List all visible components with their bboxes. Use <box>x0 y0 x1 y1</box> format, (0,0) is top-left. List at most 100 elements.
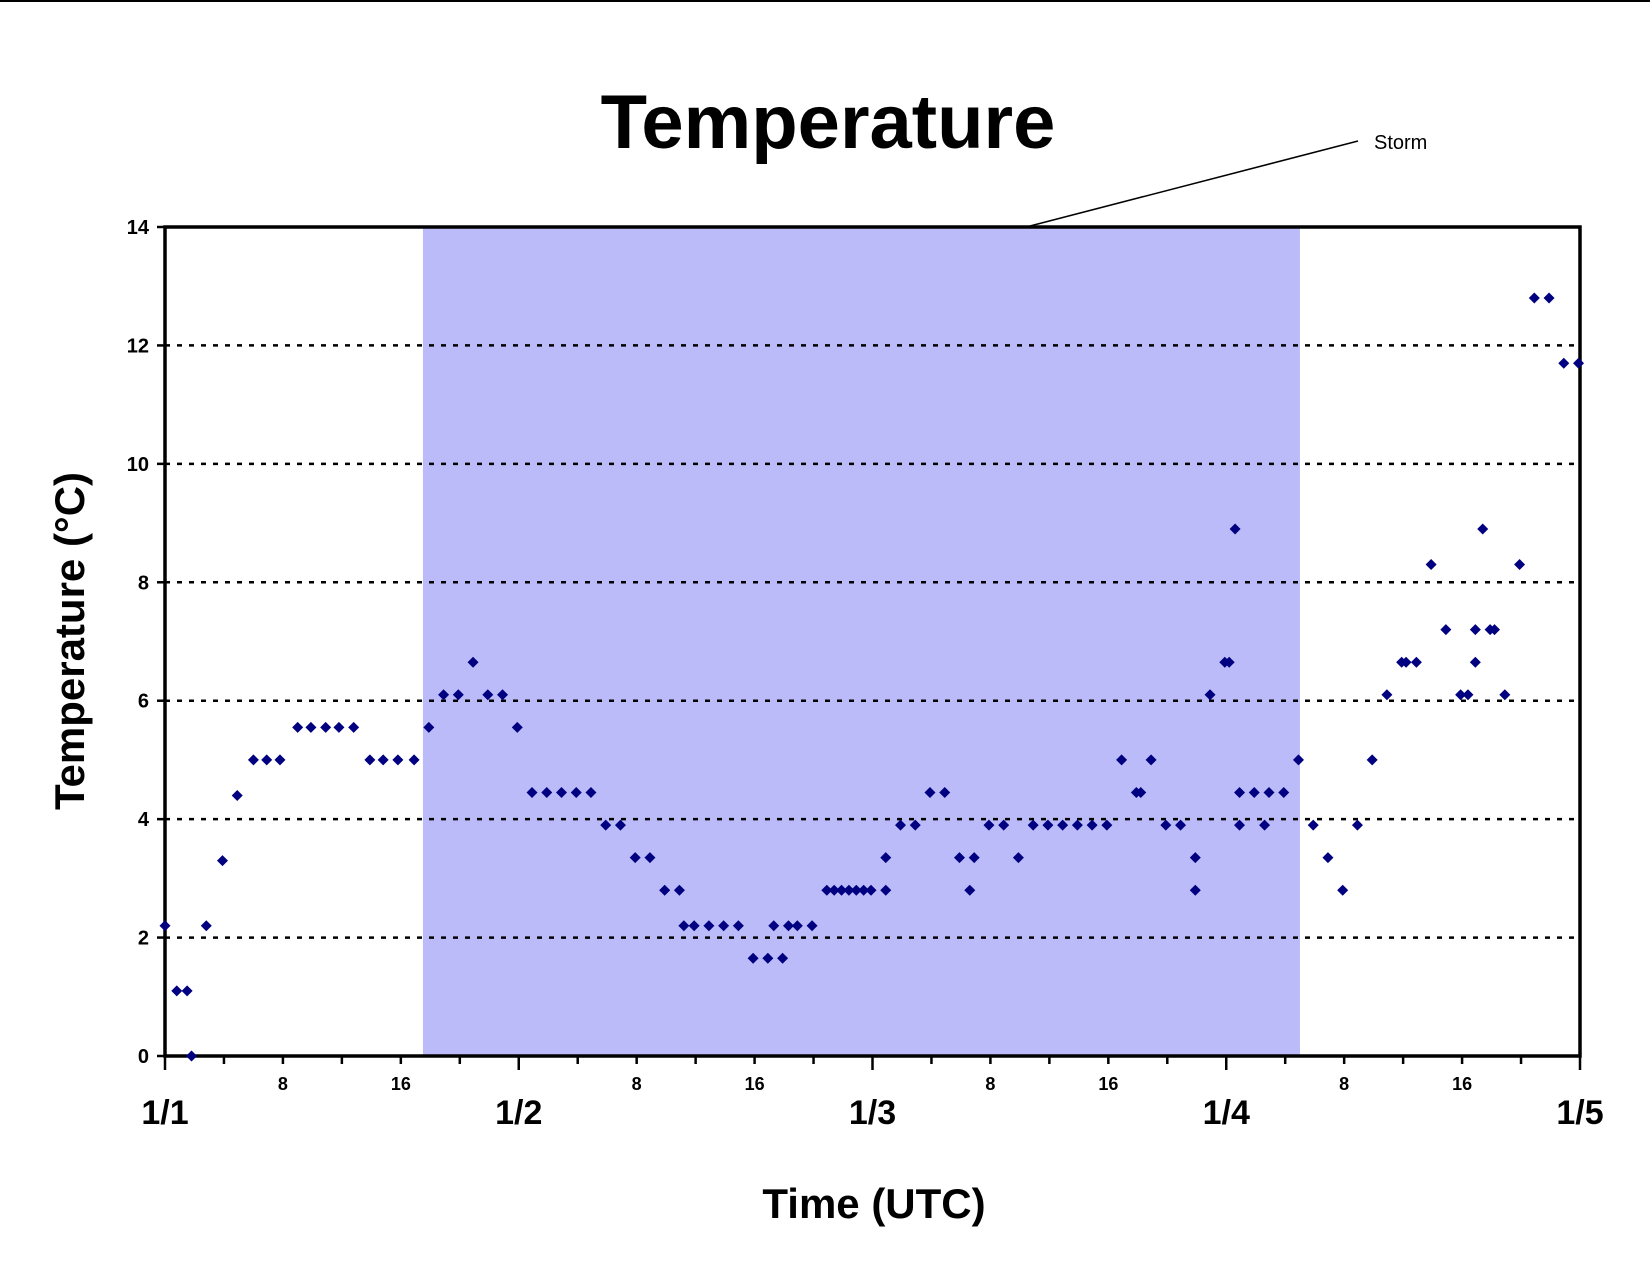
data-point <box>1307 819 1319 831</box>
data-point <box>1145 754 1157 766</box>
data-point <box>423 721 435 733</box>
data-point <box>570 786 582 798</box>
y-tick-label-6: 6 <box>138 691 149 713</box>
data-point <box>659 884 671 896</box>
data-point <box>1135 786 1147 798</box>
data-point <box>1175 819 1187 831</box>
data-point <box>806 920 818 932</box>
data-point <box>1259 819 1271 831</box>
x-hour-label: 8 <box>985 1074 995 1094</box>
data-point <box>821 884 833 896</box>
data-point <box>968 852 980 864</box>
storm-annotation-leader-line <box>1029 140 1359 227</box>
data-point <box>1477 523 1489 535</box>
plot-area: 0 2 4 6 8 10 12 14 8 16 8 16 8 16 8 16 1/1 1/2 1/3 1/4 1/5 <box>127 217 1604 1132</box>
data-point <box>377 754 389 766</box>
x-day-label: 1/1 <box>141 1094 188 1132</box>
data-point <box>762 952 774 964</box>
data-point <box>909 819 921 831</box>
data-point <box>186 1050 198 1062</box>
x-day-label: 1/2 <box>495 1094 542 1132</box>
data-point <box>895 819 907 831</box>
data-point <box>880 884 892 896</box>
data-point <box>467 656 479 668</box>
data-point <box>1573 357 1585 369</box>
data-point <box>673 884 685 896</box>
data-point <box>497 689 509 701</box>
data-point <box>939 786 951 798</box>
data-point <box>1101 819 1113 831</box>
data-point <box>629 852 641 864</box>
data-point <box>585 786 597 798</box>
data-point <box>333 721 345 733</box>
data-point <box>1322 852 1334 864</box>
data-point <box>392 754 404 766</box>
data-point <box>1410 656 1422 668</box>
data-point <box>526 786 538 798</box>
data-point <box>1278 786 1290 798</box>
data-point <box>858 884 870 896</box>
data-point <box>678 920 690 932</box>
y-tick-label-2: 2 <box>138 928 149 950</box>
data-point <box>1160 819 1172 831</box>
data-point <box>1469 624 1481 636</box>
x-axis-title: Time (UTC) <box>762 1180 985 1227</box>
data-point <box>1514 559 1526 571</box>
data-point <box>1469 656 1481 668</box>
data-point <box>408 754 420 766</box>
x-hour-label: 16 <box>745 1074 765 1094</box>
storm-shaded-region <box>422 227 1300 1056</box>
x-hour-label: 16 <box>1452 1074 1472 1094</box>
y-tick-label-14: 14 <box>127 217 150 239</box>
data-point <box>828 884 840 896</box>
data-point <box>836 884 848 896</box>
data-point <box>791 920 803 932</box>
chart-title: Temperature <box>601 80 1056 165</box>
data-point <box>850 884 862 896</box>
y-axis-title: Temperature (°C) <box>46 472 93 810</box>
x-hour-label: 8 <box>278 1074 288 1094</box>
data-point <box>1229 523 1241 535</box>
data-point <box>782 920 794 932</box>
data-point <box>843 884 855 896</box>
data-point <box>159 920 171 932</box>
data-point <box>1223 656 1235 668</box>
data-point <box>688 920 700 932</box>
data-point <box>1366 754 1378 766</box>
data-point <box>1462 689 1474 701</box>
data-point <box>247 754 259 766</box>
data-point <box>964 884 976 896</box>
data-point <box>1489 624 1501 636</box>
x-day-label: 1/4 <box>1203 1094 1250 1132</box>
data-point <box>983 819 995 831</box>
x-hour-label: 16 <box>391 1074 411 1094</box>
data-point <box>261 754 273 766</box>
data-point <box>718 920 730 932</box>
data-point <box>614 819 626 831</box>
data-point <box>644 852 656 864</box>
data-point <box>1204 689 1216 701</box>
data-point <box>364 754 376 766</box>
data-point <box>880 852 892 864</box>
data-point <box>865 884 877 896</box>
data-point <box>924 786 936 798</box>
data-point <box>1071 819 1083 831</box>
y-tick-label-0: 0 <box>138 1046 149 1068</box>
data-point <box>348 721 360 733</box>
data-point <box>452 689 464 701</box>
data-point <box>511 721 523 733</box>
data-point <box>777 952 789 964</box>
data-point <box>1057 819 1069 831</box>
storm-annotation-label: Storm <box>1374 132 1427 154</box>
x-day-label: 1/5 <box>1556 1094 1603 1132</box>
data-point <box>320 721 332 733</box>
x-hour-label: 8 <box>1339 1074 1349 1094</box>
data-point <box>1086 819 1098 831</box>
x-hour-label: 16 <box>1098 1074 1118 1094</box>
data-point <box>1351 819 1363 831</box>
data-point <box>953 852 965 864</box>
data-point <box>1042 819 1054 831</box>
top-border-rule <box>0 0 1650 2</box>
data-point <box>1189 852 1201 864</box>
